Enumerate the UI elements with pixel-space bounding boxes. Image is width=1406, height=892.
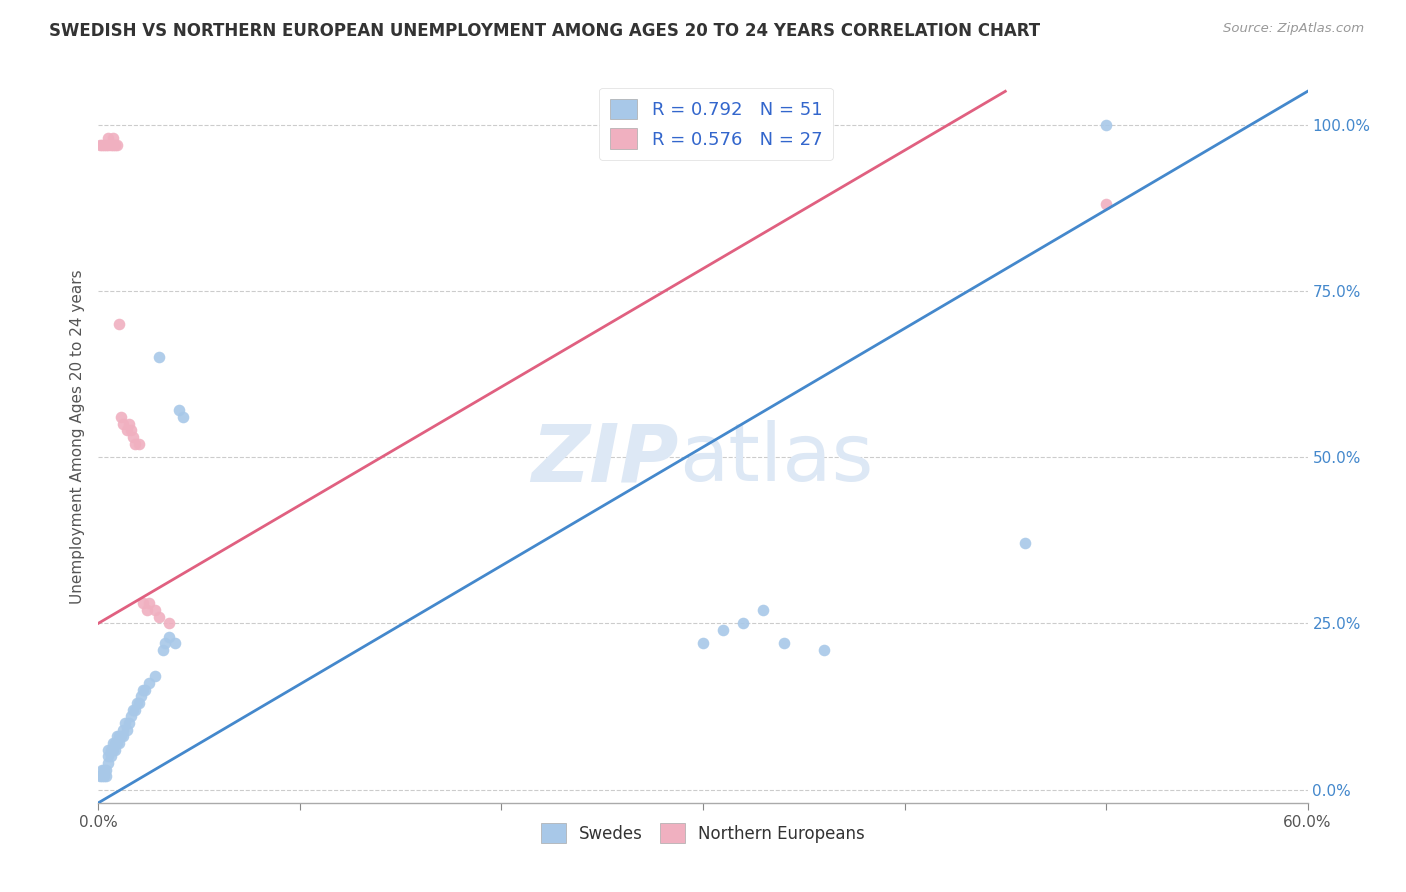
Point xyxy=(111,417,134,431)
Point xyxy=(105,729,128,743)
Point xyxy=(97,749,120,764)
Point xyxy=(118,716,141,731)
Point xyxy=(134,682,156,697)
Point xyxy=(114,716,136,731)
Point xyxy=(157,616,180,631)
Point xyxy=(105,736,128,750)
Point xyxy=(121,703,143,717)
Point xyxy=(124,703,146,717)
Point xyxy=(125,696,148,710)
Point xyxy=(93,763,115,777)
Point xyxy=(148,351,170,365)
Point xyxy=(103,137,125,152)
Point xyxy=(111,723,134,737)
Point xyxy=(148,609,170,624)
Y-axis label: Unemployment Among Ages 20 to 24 years: Unemployment Among Ages 20 to 24 years xyxy=(69,269,84,605)
Point xyxy=(101,131,124,145)
Point xyxy=(93,137,115,152)
Point xyxy=(96,137,118,152)
Point xyxy=(692,636,714,650)
Point xyxy=(152,643,174,657)
Point xyxy=(128,436,150,450)
Point xyxy=(103,742,125,756)
Point xyxy=(107,729,129,743)
Point xyxy=(143,603,166,617)
Point xyxy=(107,736,129,750)
Point xyxy=(163,636,186,650)
Point xyxy=(96,763,118,777)
Point xyxy=(97,742,120,756)
Point xyxy=(138,596,160,610)
Point xyxy=(172,410,194,425)
Point xyxy=(1095,118,1118,132)
Point xyxy=(103,736,125,750)
Point xyxy=(733,616,755,631)
Point xyxy=(115,424,138,438)
Point xyxy=(89,769,111,783)
Text: atlas: atlas xyxy=(679,420,873,498)
Point xyxy=(105,137,128,152)
Point xyxy=(120,424,142,438)
Point xyxy=(100,749,122,764)
Point xyxy=(97,137,120,152)
Point xyxy=(813,643,835,657)
Point xyxy=(711,623,734,637)
Text: ZIP: ZIP xyxy=(531,420,679,498)
Point xyxy=(132,596,155,610)
Point xyxy=(91,769,114,783)
Point xyxy=(101,736,124,750)
Point xyxy=(157,630,180,644)
Point xyxy=(101,742,124,756)
Point xyxy=(100,137,122,152)
Point xyxy=(1014,536,1036,550)
Point xyxy=(132,682,155,697)
Point xyxy=(89,137,111,152)
Point xyxy=(91,763,114,777)
Point xyxy=(97,131,120,145)
Point xyxy=(110,729,132,743)
Point xyxy=(107,317,129,331)
Point xyxy=(97,756,120,770)
Point xyxy=(115,723,138,737)
Point xyxy=(1095,197,1118,211)
Point xyxy=(167,403,190,417)
Point xyxy=(128,696,150,710)
Legend: Swedes, Northern Europeans: Swedes, Northern Europeans xyxy=(534,817,872,849)
Point xyxy=(129,690,152,704)
Point xyxy=(138,676,160,690)
Point xyxy=(93,769,115,783)
Point xyxy=(135,603,157,617)
Point xyxy=(772,636,794,650)
Point xyxy=(111,729,134,743)
Point xyxy=(143,669,166,683)
Text: SWEDISH VS NORTHERN EUROPEAN UNEMPLOYMENT AMONG AGES 20 TO 24 YEARS CORRELATION : SWEDISH VS NORTHERN EUROPEAN UNEMPLOYMEN… xyxy=(49,22,1040,40)
Point xyxy=(96,769,118,783)
Point xyxy=(100,742,122,756)
Point xyxy=(91,137,114,152)
Text: Source: ZipAtlas.com: Source: ZipAtlas.com xyxy=(1223,22,1364,36)
Point xyxy=(124,436,146,450)
Point xyxy=(118,417,141,431)
Point xyxy=(120,709,142,723)
Point xyxy=(752,603,775,617)
Point xyxy=(121,430,143,444)
Point xyxy=(153,636,176,650)
Point xyxy=(110,410,132,425)
Point xyxy=(101,137,124,152)
